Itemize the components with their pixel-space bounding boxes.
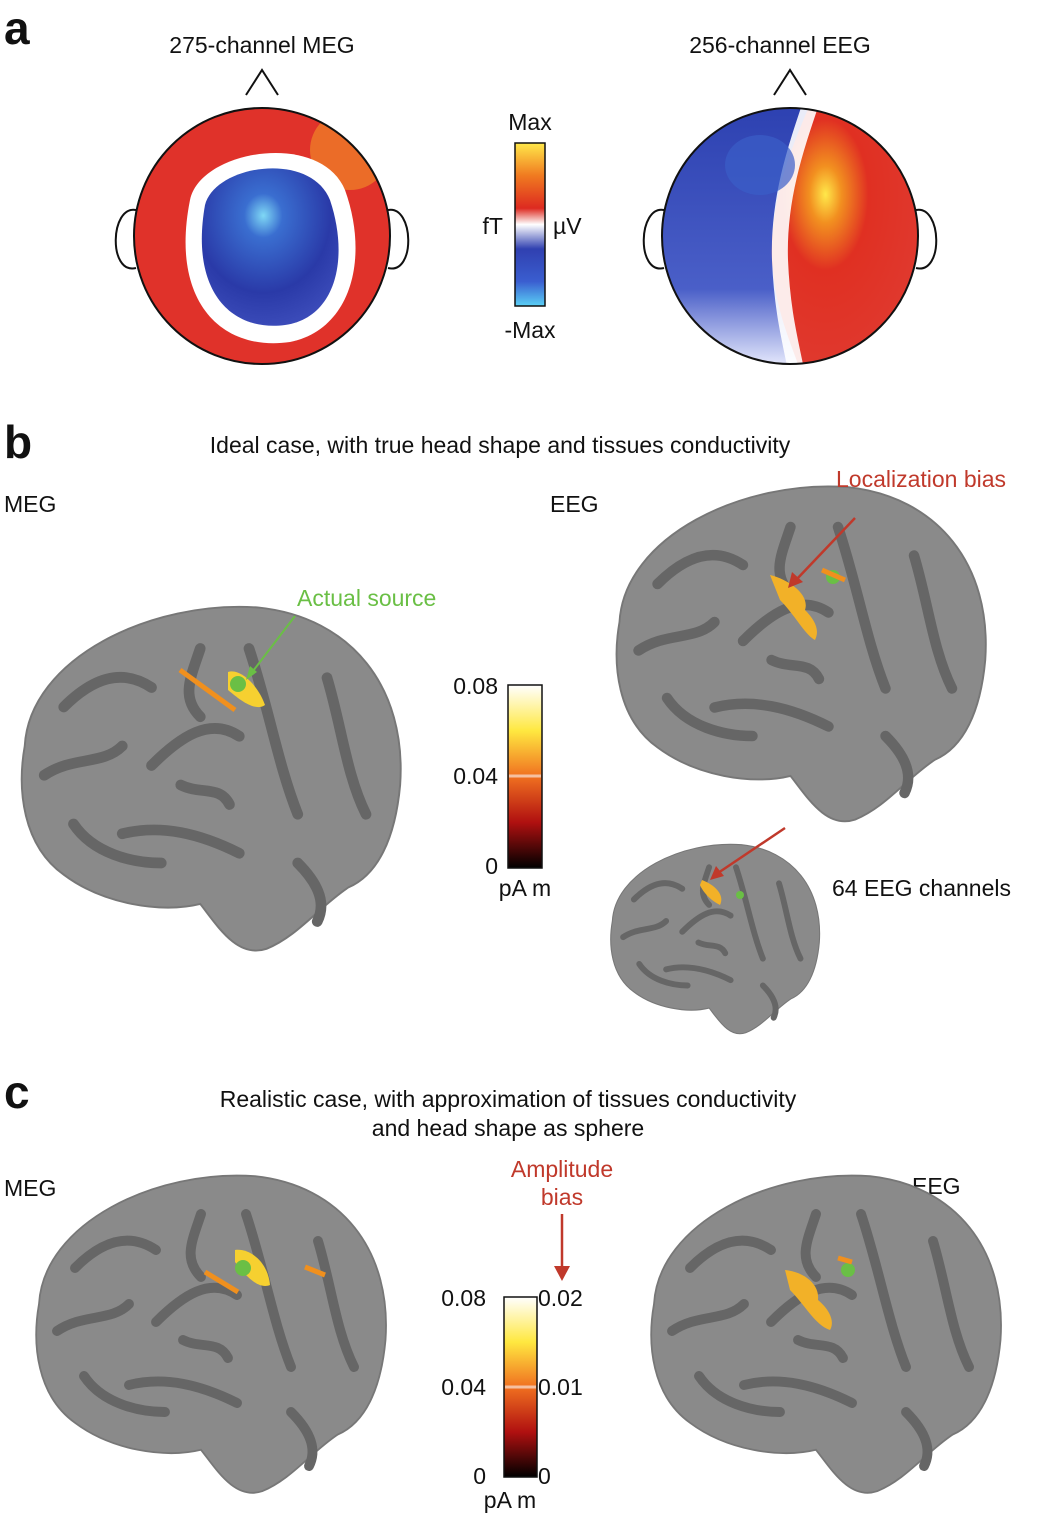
colorbar-b: 0.08 0.04 0 pA m — [453, 673, 551, 901]
arrow — [795, 517, 856, 581]
eeg-title: 256-channel EEG — [689, 32, 871, 58]
colorbar-a: Max -Max fT µV — [483, 109, 583, 343]
arrow-head — [788, 572, 803, 588]
cbar-tick: 0 — [538, 1463, 551, 1489]
brain — [22, 607, 401, 951]
meg-topomap — [114, 68, 410, 365]
panel-label: c — [4, 1066, 30, 1118]
cbar-tick: 0.08 — [441, 1285, 486, 1311]
arrow — [717, 826, 786, 875]
panel-label: b — [4, 416, 32, 468]
annotation: Amplitude — [511, 1156, 613, 1182]
cbar-unit: pA m — [499, 875, 551, 901]
brain — [617, 486, 986, 821]
annotation: bias — [541, 1184, 583, 1210]
activation — [178, 567, 846, 905]
modality-label: EEG — [550, 491, 599, 517]
cbar-tick: 0.04 — [453, 763, 498, 789]
activation — [203, 1249, 855, 1330]
meg-title: 275-channel MEG — [169, 32, 354, 58]
panel-title: Ideal case, with true head shape and tis… — [210, 432, 791, 458]
arrow-head — [246, 666, 257, 680]
brain — [651, 1176, 1001, 1493]
cbar-tick: 0.01 — [538, 1374, 583, 1400]
cbar-unit: pA m — [484, 1487, 536, 1513]
annotation: Localization bias — [836, 466, 1006, 492]
arrow — [249, 615, 296, 676]
cbar-max: Max — [508, 109, 552, 135]
cbar-unit: µV — [553, 213, 582, 239]
cbar-tick: 0 — [473, 1463, 486, 1489]
arrow-head — [710, 866, 724, 880]
panel-title: and head shape as sphere — [372, 1115, 644, 1141]
cbar-min: -Max — [504, 317, 556, 343]
arrow-head — [554, 1266, 570, 1281]
cbar-tick: 0 — [485, 853, 498, 879]
cbar-unit: fT — [483, 213, 503, 239]
annotation: Actual source — [297, 585, 436, 611]
modality-label: MEG — [4, 491, 56, 517]
modality-label: MEG — [4, 1175, 56, 1201]
annotation: 64 EEG channels — [832, 875, 1011, 901]
brain — [36, 1176, 386, 1493]
panel-title: Realistic case, with approximation of ti… — [220, 1086, 797, 1112]
colorbar-c: 0.08 0.04 0 0.02 0.01 0 pA m — [441, 1285, 583, 1513]
panel-label: a — [4, 2, 30, 54]
cbar-tick: 0.04 — [441, 1374, 486, 1400]
cbar-tick: 0.08 — [453, 673, 498, 699]
cbar-tick: 0.02 — [538, 1285, 583, 1311]
eeg-topomap — [642, 68, 938, 365]
